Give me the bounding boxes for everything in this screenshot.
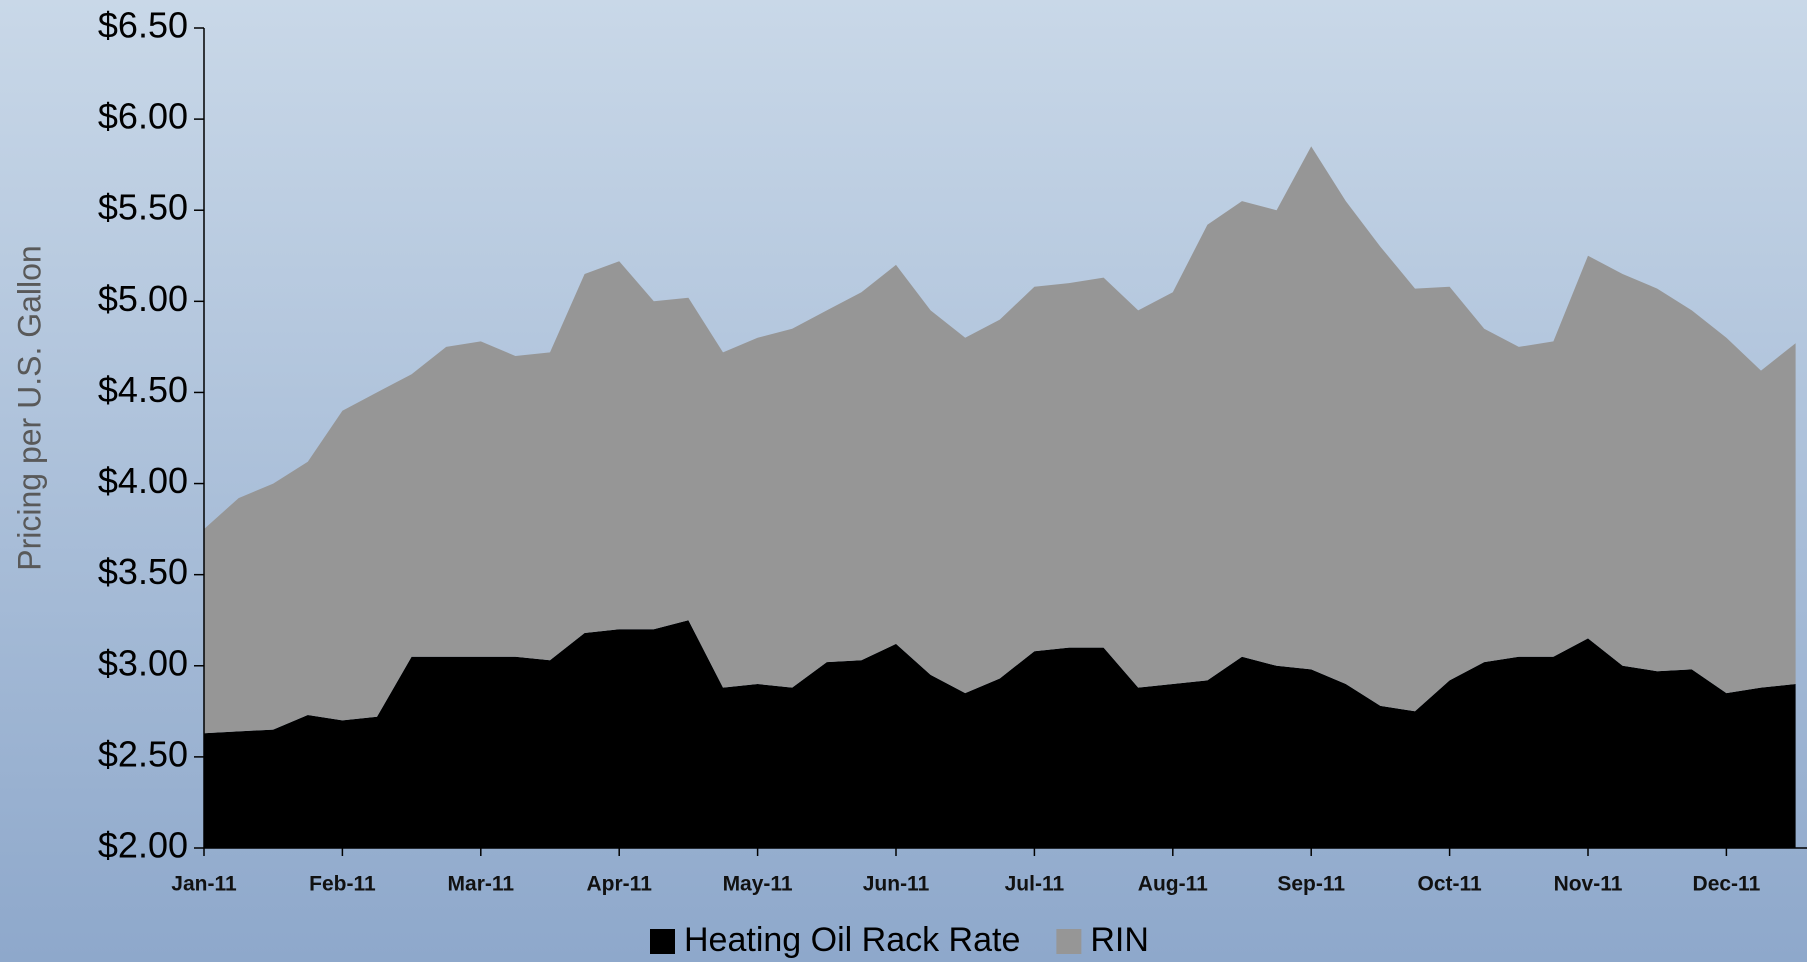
y-tick-label: $6.00 [98,96,188,137]
y-tick-label: $4.50 [98,369,188,410]
x-tick-label: Oct-11 [1417,873,1482,896]
x-tick-label: Dec-11 [1693,873,1761,896]
x-tick-label: Jun-11 [863,873,930,896]
y-axis-title: Pricing per U.S. Gallon [11,245,47,570]
area [204,146,1796,734]
x-tick-label: Sep-11 [1277,873,1345,896]
x-tick-label: Feb-11 [309,873,376,896]
y-tick-label: $4.00 [98,460,188,501]
y-tick-label: $3.00 [98,642,188,683]
x-tick-label: Mar-11 [448,873,515,896]
legend-label: RIN [1090,921,1149,959]
x-tick-label: Nov-11 [1554,873,1623,896]
x-tick-label: Jul-11 [1005,873,1065,896]
x-tick-label: Jan-11 [171,873,237,896]
x-tick-label: May-11 [723,873,793,896]
area [204,620,1796,848]
legend-label: Heating Oil Rack Rate [684,921,1020,959]
legend-swatch [1056,929,1082,954]
y-tick-label: $6.50 [98,5,188,46]
y-tick-label: $5.50 [98,187,188,228]
y-tick-label: $5.00 [98,278,188,319]
y-tick-label: $2.00 [98,825,188,866]
y-tick-label: $2.50 [98,733,188,774]
y-tick-label: $3.50 [98,551,188,592]
x-tick-label: Apr-11 [587,873,653,896]
plot-area [204,146,1796,848]
x-tick-label: Aug-11 [1138,873,1208,896]
legend-swatch [650,929,675,954]
